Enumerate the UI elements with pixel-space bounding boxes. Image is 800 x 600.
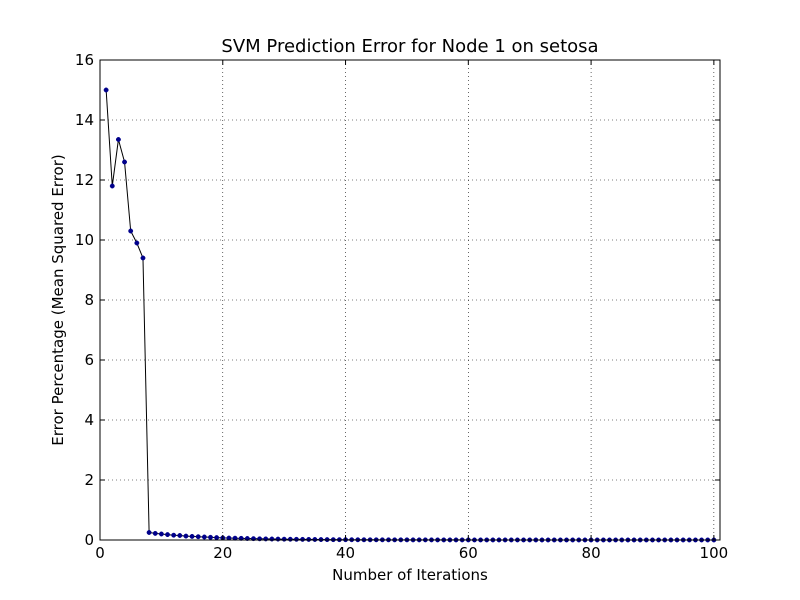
- series-layer: [103, 87, 717, 543]
- data-point: [158, 531, 164, 537]
- data-point: [140, 255, 146, 261]
- data-point: [300, 536, 306, 542]
- data-point: [146, 530, 152, 535]
- y-tick-label: 0: [84, 531, 94, 549]
- data-point: [306, 536, 312, 542]
- series-line: [105, 89, 714, 541]
- data-point: [275, 536, 281, 542]
- data-point: [312, 537, 318, 542]
- x-tick-label: 0: [95, 544, 105, 562]
- x-tick-label: 40: [336, 544, 355, 562]
- data-point: [269, 536, 275, 542]
- y-tick-label: 12: [75, 171, 94, 189]
- data-point: [165, 532, 170, 538]
- data-point: [171, 532, 177, 538]
- data-point: [122, 159, 128, 165]
- y-tick-label: 6: [84, 351, 94, 369]
- data-point: [103, 87, 109, 93]
- data-point: [183, 533, 189, 539]
- data-point: [293, 536, 299, 542]
- data-point: [281, 536, 287, 542]
- y-axis-label: Error Percentage (Mean Squared Error): [49, 154, 67, 445]
- x-tick-label: 20: [213, 544, 232, 562]
- x-tick-label: 60: [459, 544, 478, 562]
- data-point: [115, 137, 121, 142]
- data-point: [208, 534, 213, 540]
- data-point: [201, 534, 207, 540]
- y-tick-label: 2: [84, 471, 94, 489]
- data-point: [177, 533, 183, 538]
- data-point: [152, 530, 158, 536]
- x-axis-label: Number of Iterations: [332, 566, 488, 584]
- data-point: [214, 535, 220, 541]
- chart-title: SVM Prediction Error for Node 1 on setos…: [221, 36, 598, 57]
- ticks: 0 20 40 60 80 100 0 2 4 6 8 10 12 14 16: [75, 51, 728, 562]
- y-tick-label: 4: [84, 411, 94, 429]
- data-point: [195, 534, 201, 540]
- x-tick-label: 80: [582, 544, 601, 562]
- grid: [100, 60, 720, 540]
- data-point: [128, 228, 134, 234]
- data-point: [109, 183, 115, 189]
- y-tick-label: 14: [75, 111, 94, 129]
- data-point: [287, 536, 293, 542]
- y-tick-label: 8: [84, 291, 94, 309]
- data-point: [134, 240, 140, 246]
- data-point: [238, 535, 244, 541]
- y-tick-label: 10: [75, 231, 94, 249]
- x-tick-label: 100: [700, 544, 729, 562]
- y-tick-label: 16: [75, 51, 94, 69]
- data-point: [189, 533, 195, 539]
